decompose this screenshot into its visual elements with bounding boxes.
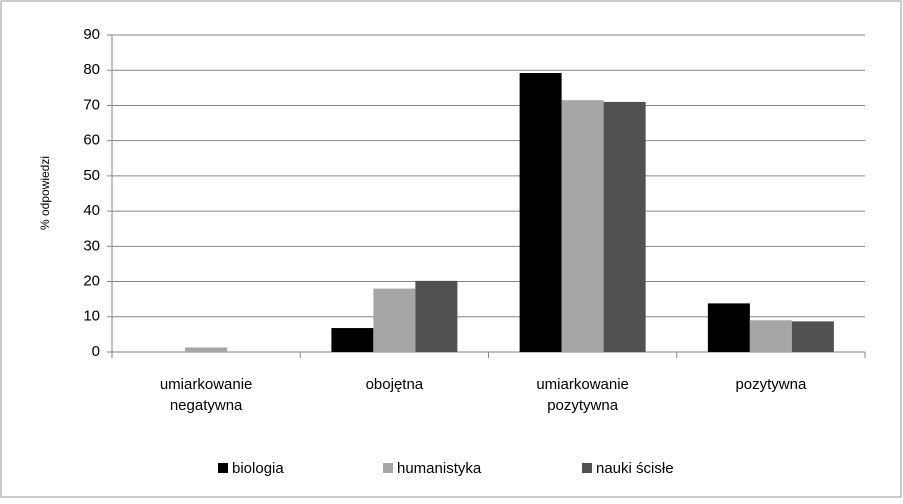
bar (561, 100, 604, 353)
bar (707, 303, 750, 352)
y-tick-label: 50 (83, 167, 100, 184)
y-tick-label: 40 (83, 202, 100, 219)
x-tick-label: obojętna (366, 376, 424, 393)
y-tick-label: 10 (83, 308, 100, 325)
y-tick-label: 30 (83, 237, 100, 254)
legend-swatch (218, 463, 228, 473)
x-tick-label: pozytywna (547, 397, 619, 414)
legend-label: biologia (232, 460, 284, 477)
bar (749, 320, 792, 352)
x-tick-label: umiarkowanie (160, 376, 253, 393)
bar (373, 288, 416, 352)
x-tick-label: pozytywna (735, 376, 807, 393)
legend-swatch (582, 463, 592, 473)
bar (791, 321, 834, 352)
x-tick-label: negatywna (170, 397, 243, 414)
bar (331, 328, 374, 352)
y-tick-label: 0 (92, 343, 100, 360)
bar (185, 347, 228, 352)
y-tick-label: 60 (83, 132, 100, 149)
y-tick-label: 90 (83, 26, 100, 43)
y-tick-label: 70 (83, 96, 100, 113)
bar (603, 101, 646, 352)
x-tick-label: umiarkowanie (536, 376, 629, 393)
legend-label: humanistyka (397, 460, 482, 477)
legend-swatch (383, 463, 393, 473)
y-axis-label: % odpowiedzi (38, 156, 52, 230)
legend-label: nauki ścisłe (596, 460, 674, 477)
bar (519, 73, 562, 352)
y-tick-label: 80 (83, 61, 100, 78)
y-tick-label: 20 (83, 273, 100, 290)
bar (415, 280, 458, 352)
